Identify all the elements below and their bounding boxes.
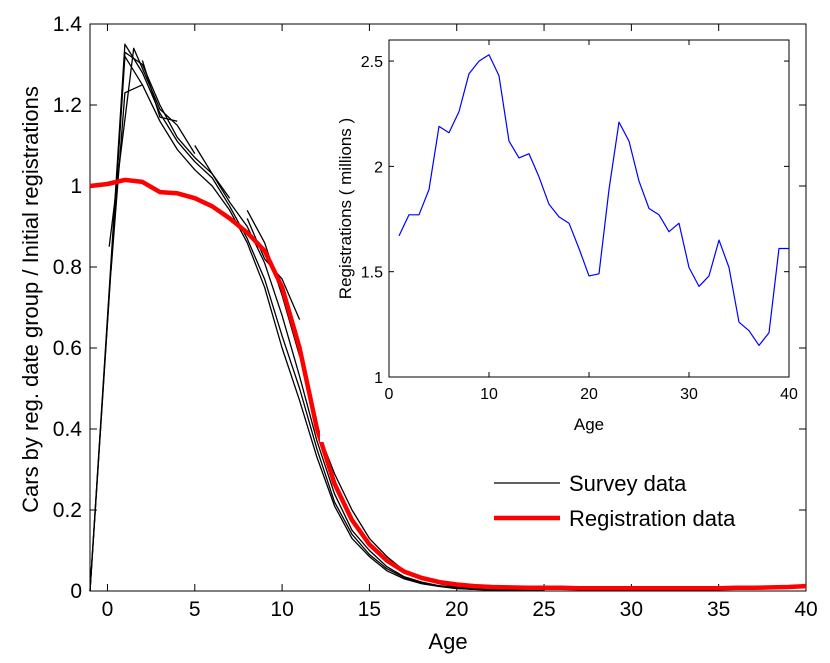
inset-y-tick-label: 2.5 [361, 54, 383, 71]
main-x-tick-label: 35 [707, 598, 730, 621]
survey-data-line [89, 55, 544, 592]
survey-data-line [194, 145, 231, 199]
inset-x-axis-label: Age [574, 415, 604, 434]
survey-data-line [141, 60, 178, 122]
legend-label-survey: Survey data [569, 471, 687, 496]
inset-y-tick-label: 1 [374, 370, 383, 387]
inset-y-tick-label: 1.5 [361, 265, 383, 282]
main-x-axis-label: Age [428, 629, 467, 654]
main-x-tick-label: 40 [794, 598, 817, 621]
inset-x-tick-label: 40 [780, 386, 798, 403]
inset-x-tick-label: 10 [480, 386, 498, 403]
inset-background [320, 32, 798, 442]
main-y-tick-label: 1.2 [53, 94, 82, 117]
main-x-tick-label: 25 [532, 598, 555, 621]
legend: Survey data Registration data [494, 471, 736, 531]
main-y-axis-label: Cars by reg. date group / Initial regist… [18, 86, 43, 513]
inset-y-tick-label: 2 [374, 159, 383, 176]
main-y-tick-label: 0 [70, 580, 82, 603]
main-x-tick-label: 10 [270, 598, 293, 621]
inset-y-axis-label: Registrations ( millions ) [336, 118, 355, 299]
registration-data-line [89, 177, 807, 591]
main-x-tick-label: 5 [189, 598, 201, 621]
survey-data-line [108, 47, 196, 247]
main-x-tick-label: 15 [358, 598, 381, 621]
inset-x-tick-label: 30 [680, 386, 698, 403]
inset-axis-ticks: 0 10 20 30 40 1 1.5 2 2.5 [361, 40, 798, 403]
inset-series-group [398, 54, 789, 346]
main-x-tick-label: 30 [620, 598, 643, 621]
registrations-line [398, 54, 789, 346]
main-y-tick-label: 1.4 [53, 13, 83, 36]
main-y-tick-label: 0.2 [53, 499, 82, 522]
main-y-tick-label: 0.8 [53, 256, 82, 279]
main-series-group [89, 43, 807, 592]
main-y-tick-label: 1 [70, 175, 82, 198]
main-x-tick-label: 0 [102, 598, 114, 621]
legend-label-registration: Registration data [569, 506, 736, 531]
inset-x-tick-label: 20 [580, 386, 598, 403]
main-x-tick-label: 20 [445, 598, 468, 621]
main-plot-frame [89, 23, 807, 592]
survey-data-line [110, 84, 143, 272]
main-y-tick-label: 0.4 [53, 418, 83, 441]
inset-x-tick-label: 0 [385, 386, 394, 403]
main-y-tick-label: 0.6 [53, 337, 82, 360]
